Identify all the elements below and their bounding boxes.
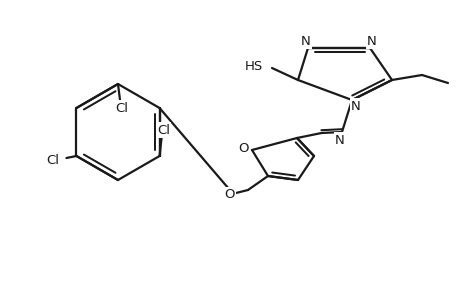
Text: O: O: [224, 188, 235, 202]
Text: Cl: Cl: [46, 154, 59, 166]
Text: HS: HS: [244, 59, 263, 73]
Text: Cl: Cl: [115, 101, 128, 115]
Text: N: N: [335, 134, 344, 146]
Text: O: O: [238, 142, 249, 154]
Text: N: N: [301, 34, 310, 47]
Text: N: N: [366, 34, 376, 47]
Text: N: N: [350, 100, 360, 112]
Text: Cl: Cl: [157, 124, 170, 136]
